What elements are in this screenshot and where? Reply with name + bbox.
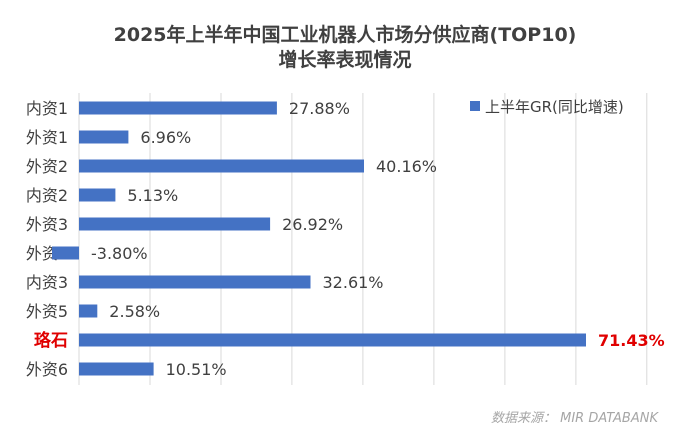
category-label: 外资2 [26,157,68,176]
gridlines [78,93,648,385]
bars: 内资1 27.88% 外资1 6.96% 外资2 40.16% 内资2 5.13% 外资3 26.… [26,99,665,379]
category-label: 外资6 [26,360,68,379]
chart-subtitle: 增长率表现情况 [278,48,411,71]
bar [79,304,98,318]
legend: 上半年GR(同比增速) [470,98,624,116]
data-label: 32.61% [323,273,384,292]
data-label: 5.13% [127,186,178,205]
category-label: 外资3 [26,215,68,234]
category-label: 外资1 [26,128,68,147]
data-label: 26.92% [282,215,343,234]
data-label: 2.58% [109,302,160,321]
legend-label: 上半年GR(同比增速) [485,98,624,116]
bar [79,275,311,289]
category-label: 内资1 [26,99,68,118]
data-label: -3.80% [91,244,148,263]
bar [52,246,79,260]
category-label: 外资5 [26,302,68,321]
category-label: 内资3 [26,273,68,292]
bar [79,159,364,173]
bar [79,217,271,231]
bar [79,130,129,144]
data-label: 6.96% [140,128,191,147]
category-label: 内资2 [26,186,68,205]
legend-swatch [470,101,480,111]
bar [79,333,586,347]
source-note: 数据来源： MIR DATABANK [491,411,659,426]
bar [79,188,116,202]
bar [79,362,154,376]
data-label: 10.51% [166,360,227,379]
data-label: 71.43% [598,331,665,350]
bar [79,101,277,115]
data-label: 27.88% [289,99,350,118]
chart-title: 2025年上半年中国工业机器人市场分供应商(TOP10) [114,23,577,46]
category-label: 珞石 [34,330,68,351]
data-label: 40.16% [376,157,437,176]
